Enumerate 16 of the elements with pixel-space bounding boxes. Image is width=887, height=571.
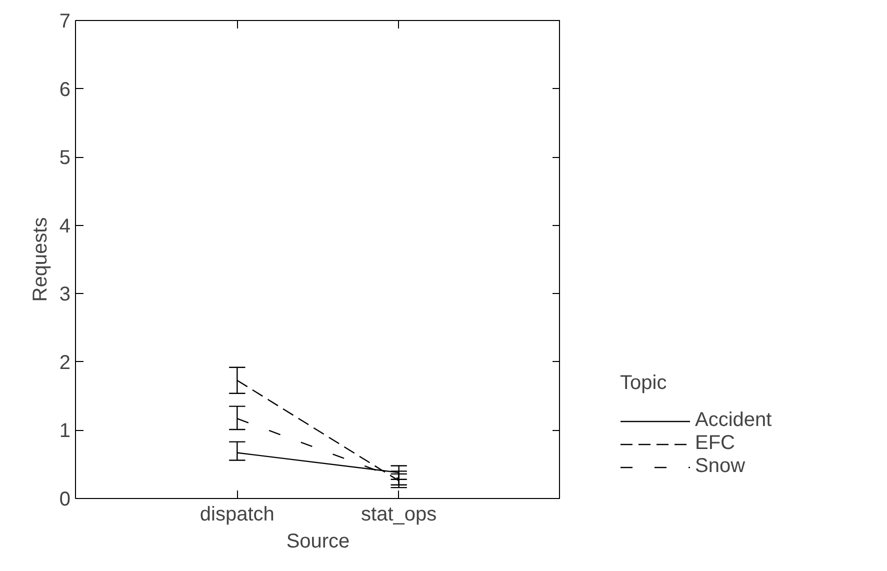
legend-label: Snow bbox=[695, 455, 746, 478]
legend-title: Topic bbox=[620, 372, 668, 395]
y-tick-label: 5 bbox=[59, 147, 70, 170]
x-axis-title: Source bbox=[286, 530, 350, 552]
legend-label: Accident bbox=[695, 409, 772, 432]
x-tick-label: dispatch bbox=[200, 504, 274, 526]
y-tick-label: 0 bbox=[59, 488, 70, 510]
y-axis-title: Requests bbox=[29, 217, 52, 302]
y-tick-label: 6 bbox=[59, 78, 70, 101]
y-tick-label: 7 bbox=[59, 10, 70, 32]
y-tick-label: 2 bbox=[59, 352, 70, 374]
y-tick-label: 4 bbox=[59, 215, 70, 238]
y-tick-label: 1 bbox=[59, 420, 70, 442]
x-tick-label: stat_ops bbox=[361, 504, 437, 526]
legend-label: EFC bbox=[695, 432, 735, 455]
y-tick-label: 3 bbox=[59, 284, 70, 306]
